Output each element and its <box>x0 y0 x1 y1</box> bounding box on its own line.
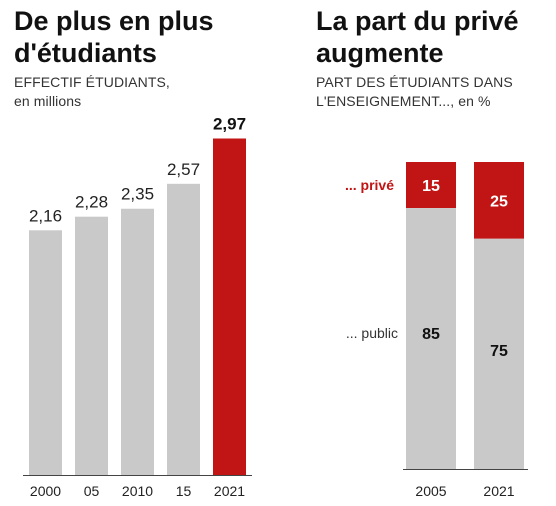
bar-value-label-15: 2,57 <box>167 160 200 179</box>
bar-value-label-2021: 2,97 <box>213 114 246 133</box>
right-subtitle-line1: PART DES ÉTUDIANTS DANS <box>316 74 513 90</box>
legend-label-prive: ... privé <box>345 177 394 193</box>
bar-value-label-2010: 2,35 <box>121 185 154 204</box>
public-value-label-2021: 75 <box>490 343 508 360</box>
left-chart-subtitle: EFFECTIF ÉTUDIANTS, en millions <box>14 73 264 111</box>
x-tick-label-2021: 2021 <box>483 483 514 499</box>
left-subtitle-line1: EFFECTIF ÉTUDIANTS, <box>14 74 170 90</box>
left-title-line2: d'étudiants <box>14 38 157 68</box>
bar-2021 <box>213 138 246 475</box>
right-stacked-chart: 15 85 2005 25 75 2021 ... privé ... public <box>345 162 528 499</box>
bar-2000 <box>29 230 62 475</box>
right-title-line1: La part du privé <box>316 6 519 36</box>
left-title-line1: De plus en plus <box>14 6 214 36</box>
bar-15 <box>167 183 200 475</box>
prive-value-label-2021: 25 <box>490 193 508 210</box>
bar-value-label-05: 2,28 <box>75 193 108 212</box>
bar-2010 <box>121 208 154 475</box>
prive-value-label-2005: 15 <box>422 178 440 195</box>
left-subtitle-line2: en millions <box>14 93 82 109</box>
bar-value-label-2000: 2,16 <box>29 206 62 225</box>
right-chart-title: La part du privé augmente <box>316 5 556 69</box>
left-bar-chart: 2,16 2000 2,28 05 2,35 2010 2,57 15 2,97 2021 <box>23 114 252 499</box>
public-segment-2021 <box>474 238 524 469</box>
legend-label-public: ... public <box>346 325 398 341</box>
public-value-label-2005: 85 <box>422 326 440 343</box>
x-tick-label-05: 05 <box>84 483 100 499</box>
prive-segment-2021 <box>474 162 524 239</box>
right-title-line2: augmente <box>316 38 444 68</box>
x-tick-label-15: 15 <box>176 483 192 499</box>
public-segment-2005 <box>406 208 456 470</box>
x-tick-label-2010: 2010 <box>122 483 153 499</box>
x-tick-label-2005: 2005 <box>415 483 446 499</box>
bar-05 <box>75 216 108 475</box>
x-tick-label-2000: 2000 <box>30 483 61 499</box>
left-chart-title: De plus en plus d'étudiants <box>14 5 264 69</box>
x-tick-label-2021: 2021 <box>214 483 245 499</box>
prive-segment-2005 <box>406 162 456 209</box>
right-subtitle-line2: L'ENSEIGNEMENT..., en % <box>316 93 491 109</box>
right-chart-subtitle: PART DES ÉTUDIANTS DANS L'ENSEIGNEMENT..… <box>316 73 556 111</box>
